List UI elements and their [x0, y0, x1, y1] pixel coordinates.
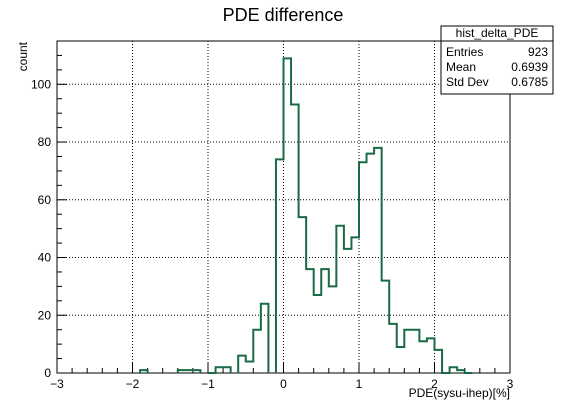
x-tick-label: −2 — [126, 377, 140, 391]
x-axis-label: PDE(sysu-ihep)[%] — [409, 386, 510, 400]
histogram-bin — [306, 269, 314, 373]
histogram-bin — [253, 330, 261, 373]
histogram-outline — [139, 57, 473, 374]
histogram-bin — [291, 105, 299, 373]
x-tick-label: 1 — [356, 377, 363, 391]
stats-mean-label: Mean — [446, 60, 476, 74]
y-tick-label: 60 — [38, 193, 52, 207]
stats-box-frame — [440, 25, 554, 95]
histogram-bin — [246, 361, 254, 373]
histogram-bin — [435, 350, 443, 373]
grid-lines — [57, 41, 510, 373]
stats-stddev-value: 0.6785 — [511, 75, 548, 89]
histogram-bin — [314, 295, 322, 373]
y-axis-label: count — [16, 41, 30, 71]
histogram-bin — [419, 341, 427, 373]
histogram-bin — [261, 304, 269, 373]
histogram-bin — [238, 356, 246, 373]
x-tick-label: 3 — [507, 377, 514, 391]
y-tick-label: 100 — [31, 77, 51, 91]
stats-box-title: hist_delta_PDE — [456, 26, 539, 40]
histogram-bin — [412, 330, 420, 373]
x-tick-label: −1 — [201, 377, 215, 391]
histogram-bin — [329, 286, 337, 373]
stats-mean-value: 0.6939 — [511, 60, 548, 74]
histogram-bin — [389, 324, 397, 373]
histogram-bin — [374, 148, 382, 373]
histogram-bin — [284, 58, 292, 373]
x-tick-label: 2 — [431, 377, 438, 391]
y-tick-label: 20 — [38, 308, 52, 322]
y-tick-label: 0 — [44, 366, 51, 380]
histogram-bin — [359, 162, 367, 373]
histogram-bin — [344, 249, 352, 373]
stats-entries-value: 923 — [528, 45, 548, 59]
stats-box: hist_delta_PDE Entries 923 Mean 0.6939 S… — [440, 25, 554, 95]
x-tick-label: −3 — [50, 377, 64, 391]
histogram-bin — [367, 154, 375, 373]
stats-entries-label: Entries — [446, 45, 483, 59]
histogram-bin — [427, 338, 435, 373]
y-tick-label: 80 — [38, 135, 52, 149]
histogram-bin — [336, 226, 344, 373]
x-tick-label: 0 — [280, 377, 287, 391]
histogram-bin — [404, 330, 412, 373]
histogram-bin — [299, 217, 307, 373]
histogram-bars — [139, 57, 473, 374]
stats-stddev-label: Std Dev — [446, 75, 489, 89]
tick-labels: −3 −2 −1 0 1 2 3 0 20 40 60 80 100 — [31, 77, 514, 391]
y-tick-label: 40 — [38, 251, 52, 265]
histogram-bin — [321, 269, 329, 373]
histogram-bin — [382, 281, 390, 373]
histogram-bin — [276, 159, 284, 373]
histogram-bin — [397, 347, 405, 373]
chart-title: PDE difference — [223, 5, 344, 25]
